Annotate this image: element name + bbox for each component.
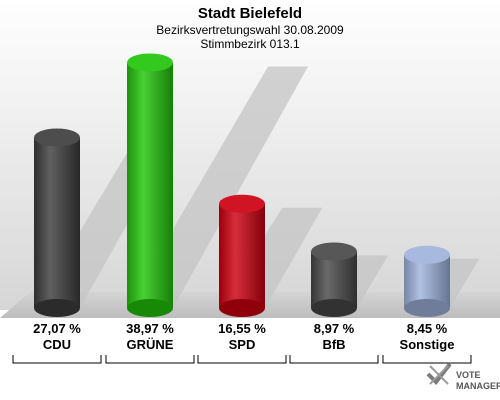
category-bracket (289, 355, 379, 364)
bar-labels: 27,07 %CDU 38,97 %GRÜNE 16,55 %SPD 8,97 %Bf… (12, 321, 472, 364)
bar-base (34, 299, 80, 317)
bar-base (219, 299, 265, 317)
bar-base (127, 299, 173, 317)
value-label: 8,97 % (314, 321, 355, 336)
chart-district: Stimmbezirk 013.1 (200, 37, 300, 51)
bar-base (404, 299, 450, 317)
bar-top (404, 245, 450, 264)
bar-base (311, 299, 357, 317)
category-label: SPD (229, 337, 256, 352)
chart-subtitle: Bezirksvertretungswahl 30.08.2009 (156, 23, 344, 37)
bar-sonstige (404, 245, 450, 317)
category-label: GRÜNE (127, 337, 174, 352)
bar-spd (219, 194, 265, 317)
logo-vote: VOTE (456, 370, 481, 380)
category-bracket (105, 355, 195, 364)
category-label: BfB (322, 337, 345, 352)
chart-title: Stadt Bielefeld (198, 5, 302, 22)
bar-body (311, 251, 357, 308)
bar-body (219, 203, 265, 308)
category-label: CDU (43, 337, 71, 352)
bar-top (311, 242, 357, 261)
category-bracket (197, 355, 287, 364)
category-bracket (12, 355, 102, 364)
value-label: 16,55 % (218, 321, 266, 336)
bar-top (34, 128, 80, 147)
category-bracket (382, 355, 472, 364)
bar-cdu (34, 128, 80, 317)
bar-body (34, 137, 80, 308)
bar-body (127, 62, 173, 308)
value-label: 27,07 % (33, 321, 81, 336)
bar-bfb (311, 242, 357, 317)
value-label: 38,97 % (126, 321, 174, 336)
logo-manager: MANAGER (456, 381, 500, 391)
checkmark-icon (426, 362, 452, 386)
label-band (0, 318, 500, 400)
value-label: 8,45 % (407, 321, 448, 336)
bar-grüne (127, 53, 173, 317)
vote-manager-logo: VOTE MANAGER (426, 362, 500, 391)
category-label: Sonstige (400, 337, 455, 352)
bars (34, 53, 450, 317)
bar-top (127, 53, 173, 72)
bar-top (219, 194, 265, 213)
